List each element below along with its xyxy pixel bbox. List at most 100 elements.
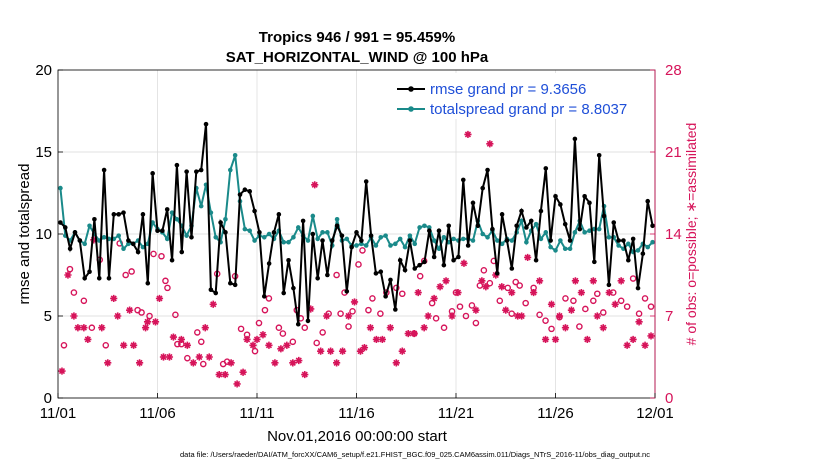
obs-possible-point-57 — [416, 272, 424, 280]
rmse-point-74 — [417, 262, 422, 268]
obs-assimilated-point-57 — [372, 335, 380, 344]
totalspread-point-48 — [291, 234, 296, 240]
rmse-point-34 — [223, 230, 228, 235]
rmse-point-18 — [145, 280, 151, 286]
obs-possible-point-21 — [193, 329, 201, 336]
totalspread-point-9 — [101, 234, 107, 240]
totalspread-point-93 — [509, 238, 515, 243]
rmse-point-78 — [436, 228, 442, 234]
obs-possible-point-49 — [359, 247, 366, 254]
obs-possible-point-89 — [599, 309, 607, 316]
rmse-point-21 — [160, 228, 165, 234]
totalspread-point-108 — [582, 230, 587, 235]
totalspread-point-90 — [494, 238, 500, 243]
totalspread-point-100 — [543, 230, 549, 235]
rmse-point-20 — [155, 228, 160, 234]
rmse-point-52 — [310, 231, 316, 237]
legend-spread-label: totalspread grand pr = 8.8037 — [430, 101, 627, 118]
obs-possible-point-33 — [265, 295, 273, 302]
chart-title: Tropics 946 / 991 = 95.459% — [259, 29, 455, 46]
obs-assimilated-point-16 — [143, 318, 152, 326]
totalspread-point-72 — [407, 233, 413, 238]
rmse-point-99 — [538, 208, 544, 214]
obs-assimilated-point-105 — [641, 341, 649, 349]
rmse-point-56 — [329, 238, 335, 243]
obs-assimilated-point-85 — [530, 288, 538, 297]
obs-assimilated-point-93 — [571, 277, 579, 285]
obs-possible-point-85 — [576, 323, 583, 330]
obs-possible-point-31 — [255, 319, 263, 327]
y2-tick-label-1: 7 — [665, 308, 673, 325]
obs-assimilated-point-12 — [126, 306, 134, 314]
rmse-point-119 — [635, 285, 641, 291]
obs-assimilated-point-43 — [295, 356, 303, 365]
obs-possible-point-23 — [199, 360, 207, 368]
rmse-point-23 — [169, 257, 175, 263]
x-tick-label-4: 11/21 — [438, 405, 474, 422]
totalspread-point-76 — [427, 225, 432, 230]
obs-assimilated-point-44 — [301, 370, 309, 379]
totalspread-point-69 — [393, 241, 398, 247]
rmse-point-90 — [494, 271, 500, 276]
x-tick-label-2: 11/11 — [239, 405, 274, 422]
rmse-point-120 — [640, 251, 646, 256]
rmse-point-95 — [519, 208, 524, 214]
rmse-point-65 — [373, 271, 379, 276]
y-tick-label-4: 20 — [35, 62, 52, 79]
totalspread-point-104 — [562, 246, 568, 252]
obs-possible-point-15 — [162, 277, 169, 285]
totalspread-point-6 — [87, 223, 92, 229]
rmse-point-9 — [101, 167, 107, 173]
totalspread-point-29 — [198, 203, 204, 209]
obs-assimilated-point-102 — [623, 341, 631, 349]
x-tick-label-6: 12/01 — [636, 405, 674, 422]
totalspread-point-111 — [596, 226, 602, 232]
totalspread-point-62 — [359, 241, 364, 247]
x-axis-label: Nov.01,2016 00:00:00 start — [267, 428, 448, 445]
obs-possible-point-66 — [468, 302, 476, 309]
obs-possible-point-22 — [197, 338, 205, 346]
rmse-point-114 — [611, 220, 617, 225]
obs-possible-point-9 — [128, 268, 135, 275]
y2-axis-ticks: 0 7 14 21 28 — [650, 62, 682, 407]
totalspread-point-63 — [363, 243, 369, 248]
rmse-point-53 — [315, 275, 320, 281]
obs-assimilated-point-74 — [472, 306, 480, 314]
obs-assimilated-point-71 — [454, 288, 462, 297]
obs-assimilated-point-100 — [611, 300, 619, 308]
obs-assimilated-point-18 — [155, 294, 164, 303]
obs-possible-point-43 — [333, 271, 340, 279]
obs-assimilated-point-33 — [239, 368, 247, 376]
rmse-point-86 — [475, 223, 481, 229]
totalspread-point-73 — [412, 241, 418, 247]
rmse-point-112 — [601, 213, 607, 219]
obs-assimilated-point-94 — [577, 288, 585, 297]
totalspread-point-12 — [116, 233, 121, 238]
totalspread-point-113 — [606, 234, 612, 240]
obs-possible-point-17 — [172, 311, 179, 319]
totalspread-point-75 — [422, 223, 427, 229]
rmse-point-116 — [621, 238, 626, 243]
data-file-note: data file: /Users/raeder/DAI/ATM_forcXX/… — [180, 450, 650, 459]
rmse-point-85 — [470, 200, 476, 206]
rmse-point-22 — [164, 207, 170, 212]
rmse-point-47 — [286, 257, 291, 263]
y2-tick-label-4: 28 — [665, 62, 682, 79]
rmse-point-70 — [397, 257, 403, 263]
rmse-point-63 — [363, 179, 369, 184]
legend: rmse grand pr = 9.3656 totalspread grand… — [392, 73, 652, 119]
obs-assimilated-point-17 — [151, 318, 160, 326]
x-tick-label-5: 11/26 — [537, 405, 573, 422]
rmse-point-82 — [456, 254, 461, 260]
rmse-point-43 — [266, 261, 272, 266]
obs-possible-point-4 — [88, 324, 96, 332]
totalspread-point-61 — [354, 243, 359, 248]
rmse-point-35 — [228, 280, 233, 286]
totalspread-point-79 — [441, 234, 447, 240]
obs-assimilated-point-104 — [635, 318, 643, 326]
x-tick-label-0: 11/01 — [40, 405, 76, 422]
obs-possible-point-41 — [319, 329, 326, 336]
rmse-point-7 — [92, 216, 97, 222]
rmse-point-55 — [325, 272, 330, 278]
